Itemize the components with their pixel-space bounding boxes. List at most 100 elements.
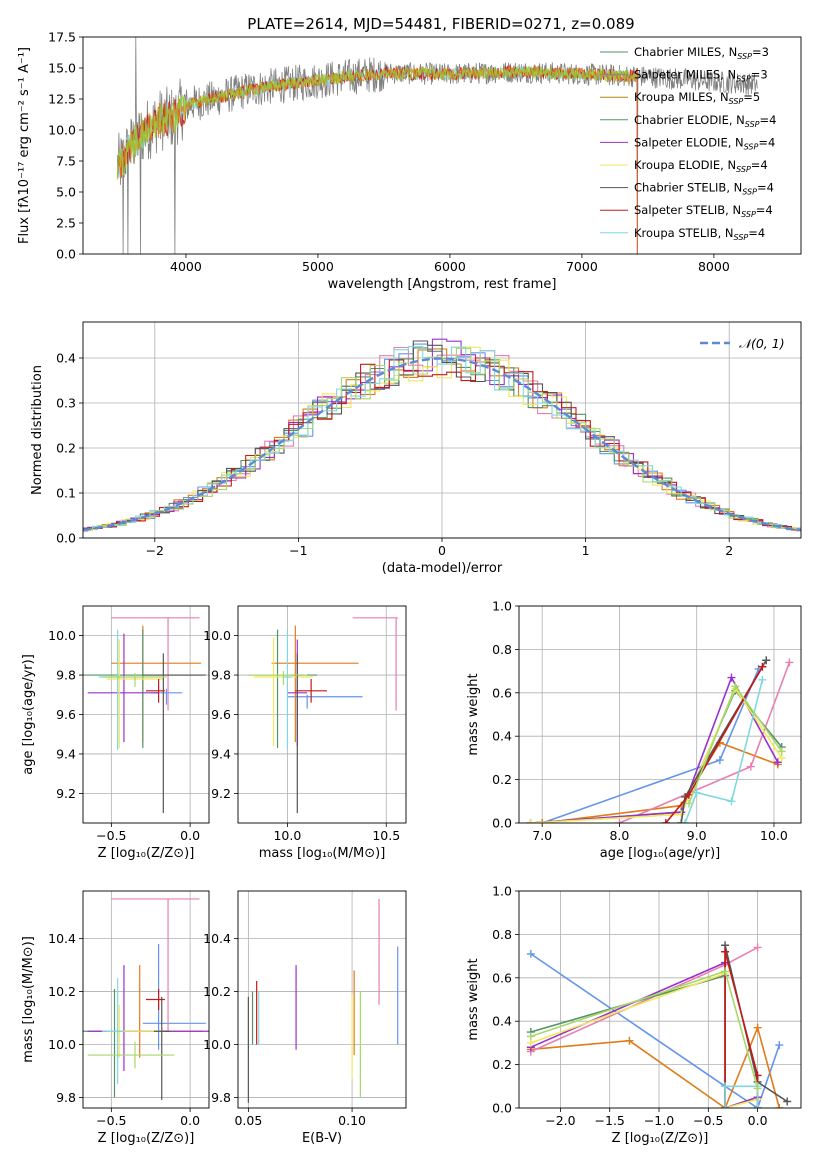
x-tick-label: 0.0 (180, 1113, 200, 1128)
x-tick-label: −1.5 (595, 1113, 625, 1128)
y-axis-label: age [log₁₀(age/yr)] (21, 654, 36, 775)
x-axis-label: E(B-V) (302, 1131, 342, 1146)
y-tick-label: 9.6 (211, 707, 231, 722)
weight-marker (783, 1097, 792, 1106)
y-tick-label: 1.0 (492, 599, 512, 614)
y-tick-label: 0.4 (492, 729, 512, 744)
y-tick-label: 1.0 (492, 884, 512, 899)
y-tick-label: 10.4 (203, 931, 231, 946)
y-tick-label: 0.4 (492, 1014, 512, 1029)
errorbar-point (283, 629, 292, 751)
errorbar-point (271, 625, 359, 743)
panel-mass_vs_Z: −0.5 0.0 9.8 10.0 10.2 10.4 Z [log₁₀(Z/Z⊙)] mas… (21, 890, 210, 1146)
weight-marker (753, 943, 762, 952)
weight-marker (715, 756, 724, 765)
y-tick-label: 10.0 (203, 628, 231, 643)
weight-marker (526, 949, 535, 958)
y-tick-label: 5.0 (56, 185, 76, 200)
weight-marker (727, 673, 736, 682)
panel-mass_vs_ebv: 0.05 0.10 9.8 10.0 10.2 10.4 E(B-V) (203, 890, 407, 1146)
weight-marker (615, 819, 624, 823)
x-axis-label: wavelength [Angstrom, rest frame] (328, 277, 557, 292)
errorbar-group (83, 617, 206, 814)
weight-marker (727, 797, 736, 806)
x-tick-label: 7.0 (532, 828, 552, 843)
y-tick-label: 0.8 (492, 642, 512, 657)
errorbar-point (101, 978, 124, 1085)
errorbar-point (142, 653, 206, 814)
x-tick-label: 9.0 (687, 828, 707, 843)
legend-entry: Chabrier ELODIE, NSSP=4 (634, 113, 776, 129)
x-tick-label: −0.5 (96, 828, 126, 843)
legend-entry: Salpeter ELODIE, NSSP=4 (634, 135, 775, 151)
y-tick-label: 9.8 (56, 668, 76, 683)
weight-line (530, 675, 779, 823)
y-tick-label: 10.0 (48, 1037, 76, 1052)
weight-marker (777, 747, 786, 756)
normal-curve (83, 357, 801, 532)
legend-entry: Chabrier STELIB, NSSP=4 (634, 181, 774, 197)
x-tick-label: 10.0 (760, 828, 788, 843)
y-tick-label: 0.4 (56, 351, 76, 366)
x-tick-label: 4000 (170, 259, 202, 274)
y-tick-label: 0.0 (56, 247, 76, 262)
x-tick-label: 8.0 (609, 828, 629, 843)
panel-spectrum: 4000 5000 6000 7000 8000 0.0 2.5 5.0 7.5 10.0 12.5… (17, 30, 802, 292)
y-tick-label: 9.4 (211, 746, 231, 761)
weight-marker (773, 758, 782, 767)
legend-entry: Kroupa MILES, NSSP=5 (634, 90, 760, 106)
weight-marker (753, 1104, 762, 1108)
weight-marker (526, 1032, 535, 1041)
weight-marker (526, 819, 535, 823)
x-tick-label: 1 (582, 543, 590, 558)
weight-marker (775, 1104, 784, 1108)
y-tick-label: 0.8 (492, 927, 512, 942)
y-tick-label: 7.5 (56, 154, 76, 169)
axes-frame (518, 890, 802, 1109)
weight-marker (758, 662, 767, 671)
x-tick-label: 10.0 (273, 828, 301, 843)
x-tick-label: 10.5 (372, 828, 400, 843)
axes-frame (82, 321, 802, 539)
weight-line (530, 953, 781, 1108)
errorbar-point (87, 1041, 175, 1069)
legend-entry: Kroupa ELODIE, NSSP=4 (634, 158, 768, 174)
errorbar-group (247, 617, 399, 814)
x-tick-label: −1 (289, 543, 307, 558)
y-tick-label: 0.2 (492, 772, 512, 787)
errorbar-point (247, 671, 308, 685)
y-tick-label: 15.0 (48, 61, 76, 76)
legend-entry: Kroupa STELIB, NSSP=4 (634, 226, 765, 242)
errorbar-point (352, 617, 399, 711)
errorbar-point (153, 996, 170, 1101)
y-axis-label: mass weight (466, 958, 481, 1040)
x-tick-label: −0.5 (693, 1113, 723, 1128)
weight-line (530, 686, 783, 823)
x-tick-label: −1.0 (644, 1113, 674, 1128)
x-tick-label: 5000 (302, 259, 334, 274)
axes-frame (82, 605, 210, 824)
y-tick-label: 17.5 (48, 30, 76, 45)
weight-marker (677, 819, 686, 823)
errorbar-point (146, 678, 165, 703)
y-tick-label: 0.2 (492, 1057, 512, 1072)
weight-marker (758, 675, 767, 684)
legend-entry: Chabrier MILES, NSSP=3 (634, 45, 769, 61)
weight-marker (721, 967, 730, 976)
weight-marker (677, 810, 686, 819)
y-axis-label: Flux [fλ10⁻¹⁷ erg cm⁻² s⁻¹ A⁻¹] (17, 47, 32, 244)
errorbar-point (111, 617, 200, 711)
weight-marker (753, 1084, 762, 1093)
y-axis-label: mass [log₁₀(M/M⊙)] (21, 936, 36, 1063)
axes-frame (518, 605, 802, 824)
errorbar-group (247, 898, 399, 1103)
weight-series (661, 662, 767, 823)
panel-age_vs_Z: −0.5 0.0 9.2 9.4 9.6 9.8 10.0 Z [log₁₀(Z/Z⊙)] ag… (21, 605, 210, 861)
panel-weight_vs_age: 7.0 8.0 9.0 10.0 0.0 0.2 0.4 0.6 0.8 1.0 age [log₁… (466, 599, 802, 861)
weight-line (724, 1085, 759, 1108)
y-tick-label: 9.6 (56, 707, 76, 722)
y-tick-label: 10.4 (48, 931, 76, 946)
weight-marker (731, 682, 740, 691)
